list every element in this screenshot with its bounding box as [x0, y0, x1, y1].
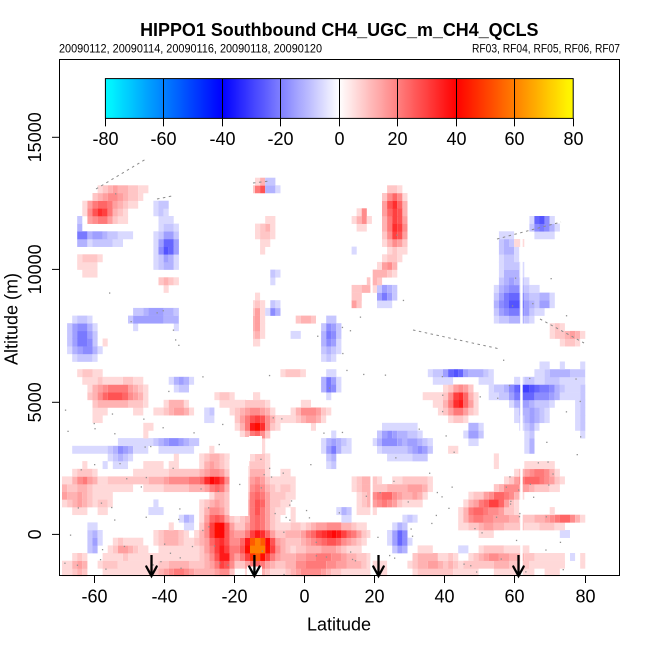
svg-text:Latitude: Latitude [307, 615, 371, 635]
svg-text:0: 0 [334, 129, 344, 149]
svg-text:0: 0 [299, 586, 309, 606]
svg-text:20: 20 [387, 129, 407, 149]
svg-text:-20: -20 [221, 586, 247, 606]
svg-text:60: 60 [504, 586, 524, 606]
svg-text:-40: -40 [209, 129, 235, 149]
svg-text:80: 80 [563, 129, 583, 149]
svg-text:60: 60 [504, 129, 524, 149]
svg-text:40: 40 [434, 586, 454, 606]
svg-text:15000: 15000 [25, 112, 45, 162]
svg-text:Altitude (m): Altitude (m) [1, 273, 21, 365]
svg-text:0: 0 [25, 529, 45, 539]
svg-text:-60: -60 [150, 129, 176, 149]
svg-text:-20: -20 [267, 129, 293, 149]
svg-text:RF03, RF04, RF05, RF06, RF07: RF03, RF04, RF05, RF06, RF07 [472, 44, 620, 56]
svg-text:40: 40 [446, 129, 466, 149]
svg-text:5000: 5000 [25, 382, 45, 422]
svg-text:20: 20 [364, 586, 384, 606]
svg-text:80: 80 [575, 586, 595, 606]
svg-text:-40: -40 [151, 586, 177, 606]
svg-text:20090112, 20090114, 20090116,: 20090112, 20090114, 20090116, 20090118, … [59, 44, 322, 56]
svg-text:10000: 10000 [25, 244, 45, 294]
svg-text:HIPPO1 Southbound CH4_UGC_m_CH: HIPPO1 Southbound CH4_UGC_m_CH4_QCLS [140, 20, 538, 40]
svg-text:-80: -80 [92, 129, 118, 149]
svg-text:-60: -60 [81, 586, 107, 606]
